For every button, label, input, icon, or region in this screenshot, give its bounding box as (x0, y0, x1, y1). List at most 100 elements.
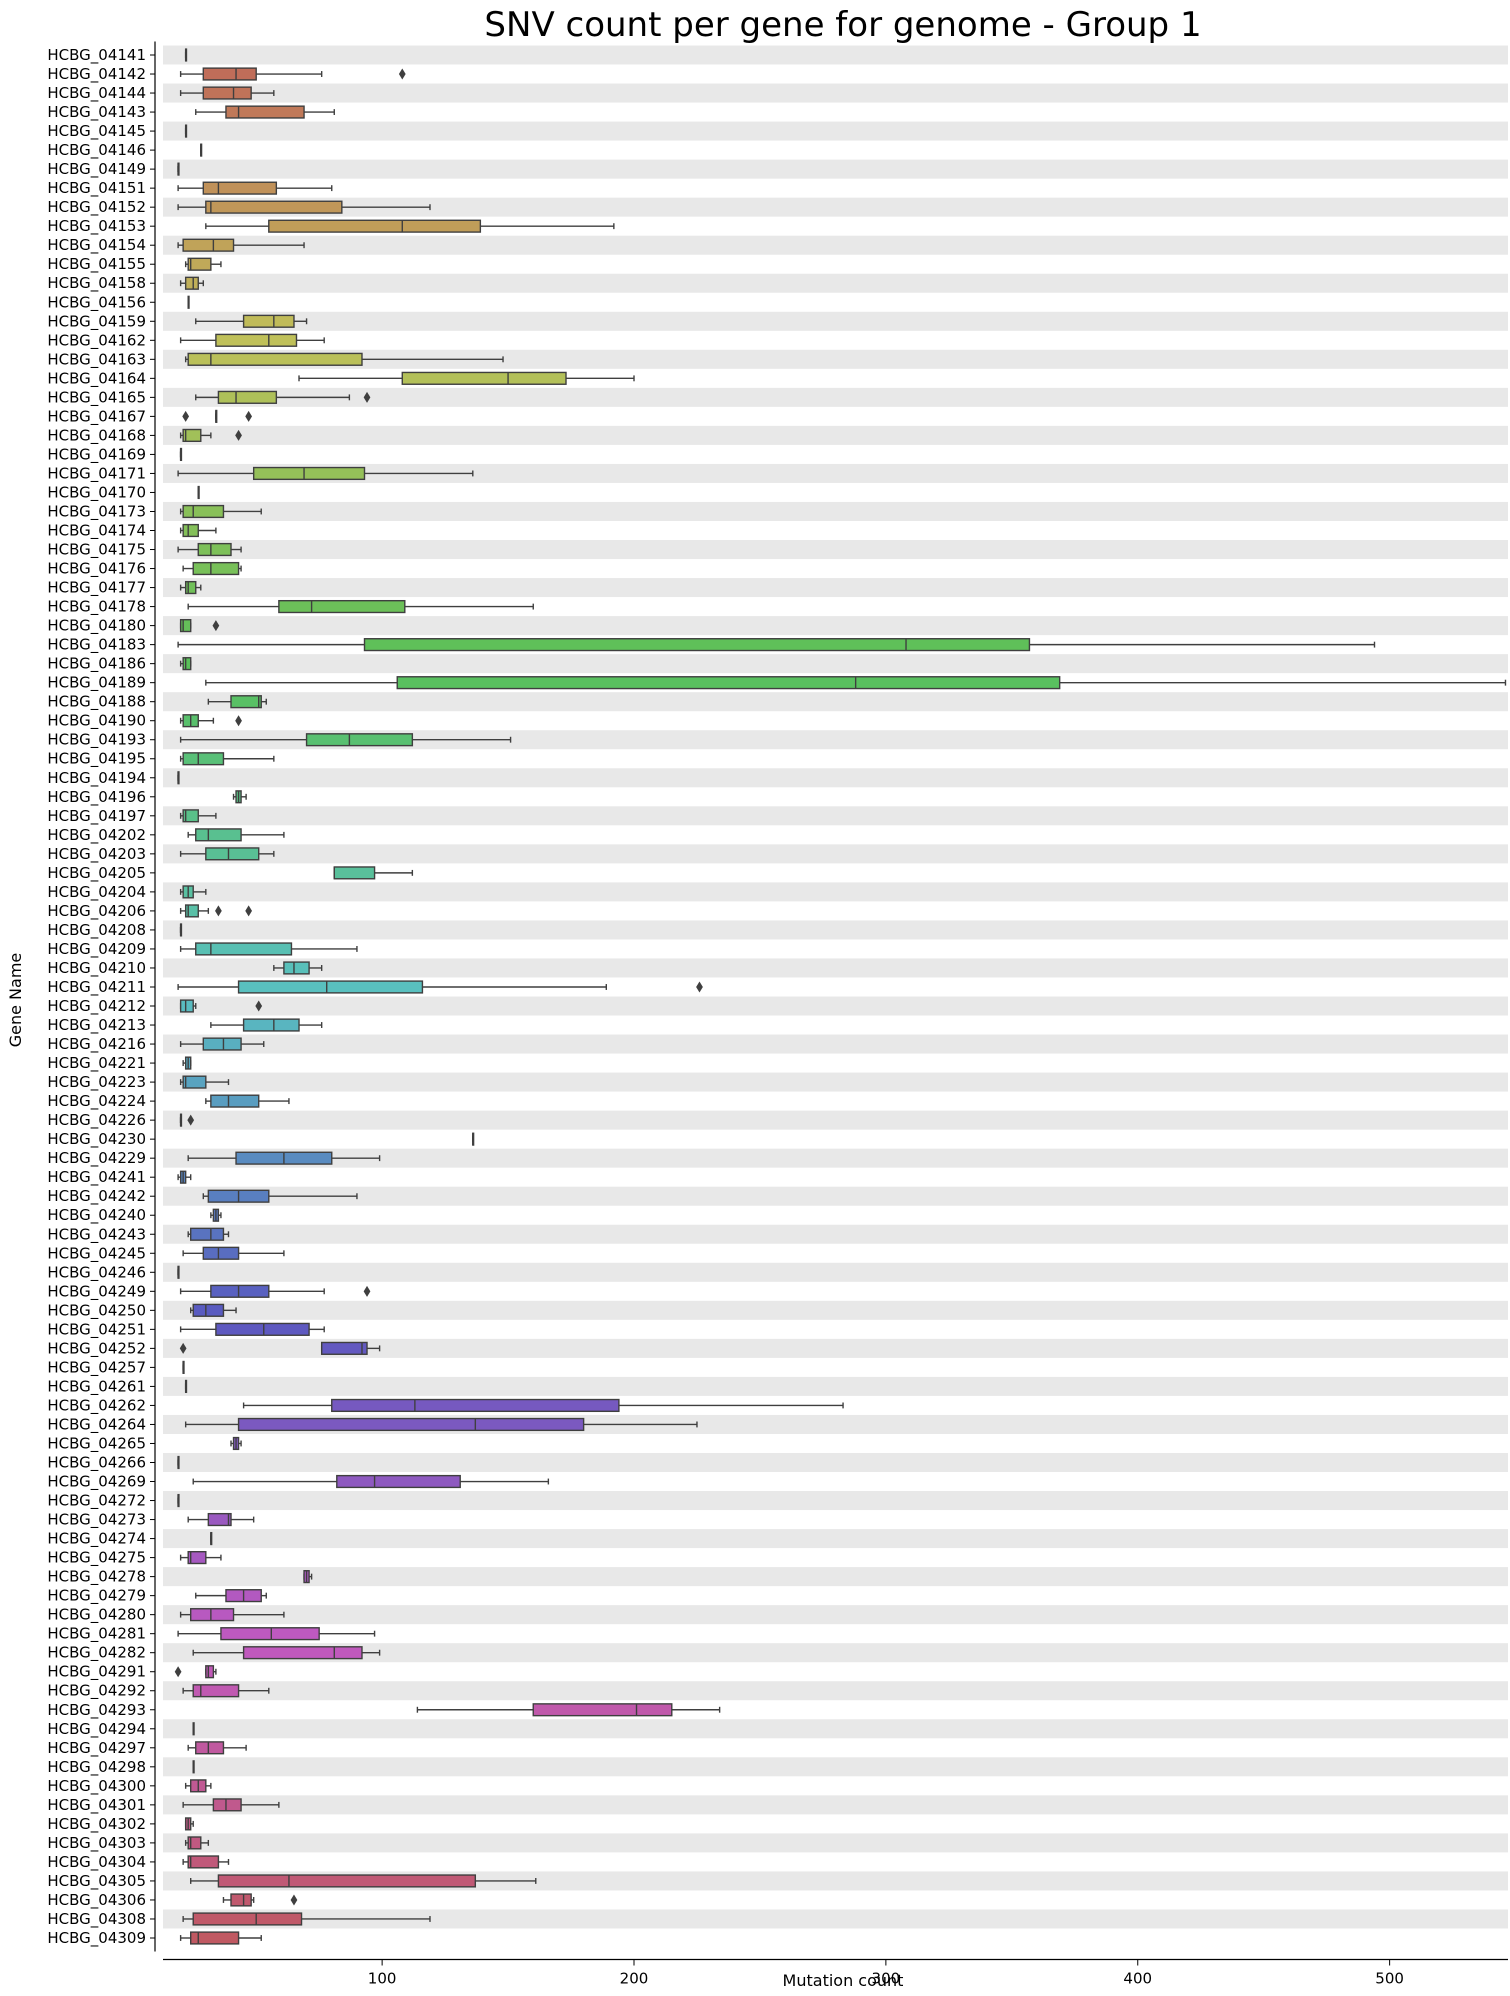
box-group (179, 733, 512, 747)
box-group (187, 295, 190, 309)
y-tick-label: HCBG_04301 (47, 1796, 146, 1815)
y-tick-label: HCBG_04204 (47, 883, 146, 902)
iqr-box (179, 999, 194, 1013)
box-group (184, 1779, 212, 1793)
iqr-box (179, 619, 192, 633)
y-tick-label: HCBG_04302 (47, 1815, 146, 1834)
outlier-point (398, 68, 406, 80)
y-tick-label: HCBG_04229 (47, 1149, 146, 1168)
box-group (184, 124, 188, 138)
x-tick-label: 400 (1123, 1970, 1152, 1988)
box-group (187, 1741, 247, 1755)
row-band (163, 45, 1508, 65)
iqr-box (217, 1874, 477, 1888)
box-group (179, 999, 263, 1013)
x-tick-label: 100 (368, 1970, 397, 1988)
y-tick-label: HCBG_04246 (47, 1263, 146, 1282)
row-band (163, 1300, 1508, 1320)
box-group (187, 1227, 230, 1241)
row-band (163, 1376, 1508, 1396)
y-tick-label: HCBG_04178 (47, 598, 146, 617)
x-tick-label: 200 (620, 1970, 649, 1988)
outlier-point (290, 1894, 298, 1906)
box-group (273, 961, 323, 975)
iqr-box (182, 1075, 207, 1089)
box-group (187, 1151, 381, 1165)
box-group (179, 1550, 222, 1565)
y-tick-label: HCBG_04245 (47, 1244, 146, 1263)
y-tick-label: HCBG_04273 (47, 1511, 146, 1530)
y-tick-label: HCBG_04190 (47, 712, 146, 731)
box-group (179, 447, 183, 462)
box-group (177, 181, 333, 195)
box-group (179, 1341, 381, 1355)
outlier-point (174, 1666, 182, 1678)
y-tick-label: HCBG_04291 (47, 1663, 146, 1682)
box-group (303, 1570, 313, 1584)
iqr-box (195, 942, 293, 956)
outlier-point (245, 410, 253, 422)
y-tick-label: HCBG_04212 (47, 997, 146, 1016)
outlier-point (235, 429, 242, 441)
box-group (195, 105, 335, 119)
box-group (177, 1265, 180, 1279)
y-tick-label: HCBG_04209 (47, 940, 146, 959)
iqr-box (190, 1608, 235, 1622)
iqr-box (252, 466, 366, 481)
y-tick-label: HCBG_04156 (47, 293, 146, 312)
y-tick-label: HCBG_04266 (47, 1453, 146, 1472)
row-band (163, 1681, 1508, 1701)
y-tick-label: HCBG_04298 (47, 1758, 146, 1777)
y-tick-label: HCBG_04278 (47, 1568, 146, 1587)
iqr-box (202, 86, 252, 100)
row-band (163, 1034, 1508, 1054)
y-tick-label: HCBG_04189 (47, 674, 146, 693)
box-group (177, 466, 474, 481)
box-group (197, 485, 200, 500)
row-band (163, 1567, 1508, 1587)
iqr-box (192, 1303, 225, 1317)
box-group (179, 809, 217, 823)
iqr-box (230, 1893, 252, 1907)
y-tick-label: HCBG_04186 (47, 655, 146, 674)
iqr-box (336, 1474, 461, 1489)
row-band (163, 616, 1508, 636)
box-group (207, 695, 267, 709)
box-group (179, 523, 217, 538)
row-band (163, 1757, 1508, 1777)
iqr-box (182, 504, 225, 519)
iqr-box (205, 847, 260, 861)
y-tick-label: HCBG_04203 (47, 845, 146, 864)
y-tick-label: HCBG_04173 (47, 502, 146, 521)
iqr-box (333, 866, 376, 880)
y-tick-label: HCBG_04280 (47, 1606, 146, 1625)
row-band (163, 159, 1508, 179)
y-tick-label: HCBG_04240 (47, 1206, 146, 1225)
iqr-box (230, 695, 262, 709)
row-band (163, 501, 1508, 521)
y-tick-label: HCBG_04269 (47, 1473, 146, 1492)
y-tick-label: HCBG_04141 (47, 46, 146, 65)
iqr-box (278, 599, 406, 614)
box-group (177, 638, 1376, 652)
box-group (192, 1722, 195, 1736)
box-group (177, 200, 431, 214)
iqr-box (190, 1931, 240, 1945)
y-tick-label: HCBG_04264 (47, 1415, 146, 1434)
row-band (163, 996, 1508, 1016)
box-group (179, 1284, 371, 1298)
y-tick-label: HCBG_04213 (47, 1016, 146, 1035)
x-axis-title: Mutation count (783, 1971, 904, 1990)
outlier-point (215, 905, 222, 917)
box-group (187, 1512, 255, 1527)
iqr-box (305, 733, 414, 747)
iqr-box (242, 1646, 363, 1660)
box-group (177, 238, 305, 252)
x-tick-label: 300 (872, 1970, 901, 1988)
iqr-box (268, 219, 482, 233)
iqr-box (207, 1512, 232, 1527)
iqr-box (205, 200, 343, 214)
y-tick-label: HCBG_04193 (47, 731, 146, 750)
row-band (163, 273, 1508, 293)
outlier-point (187, 1114, 195, 1126)
